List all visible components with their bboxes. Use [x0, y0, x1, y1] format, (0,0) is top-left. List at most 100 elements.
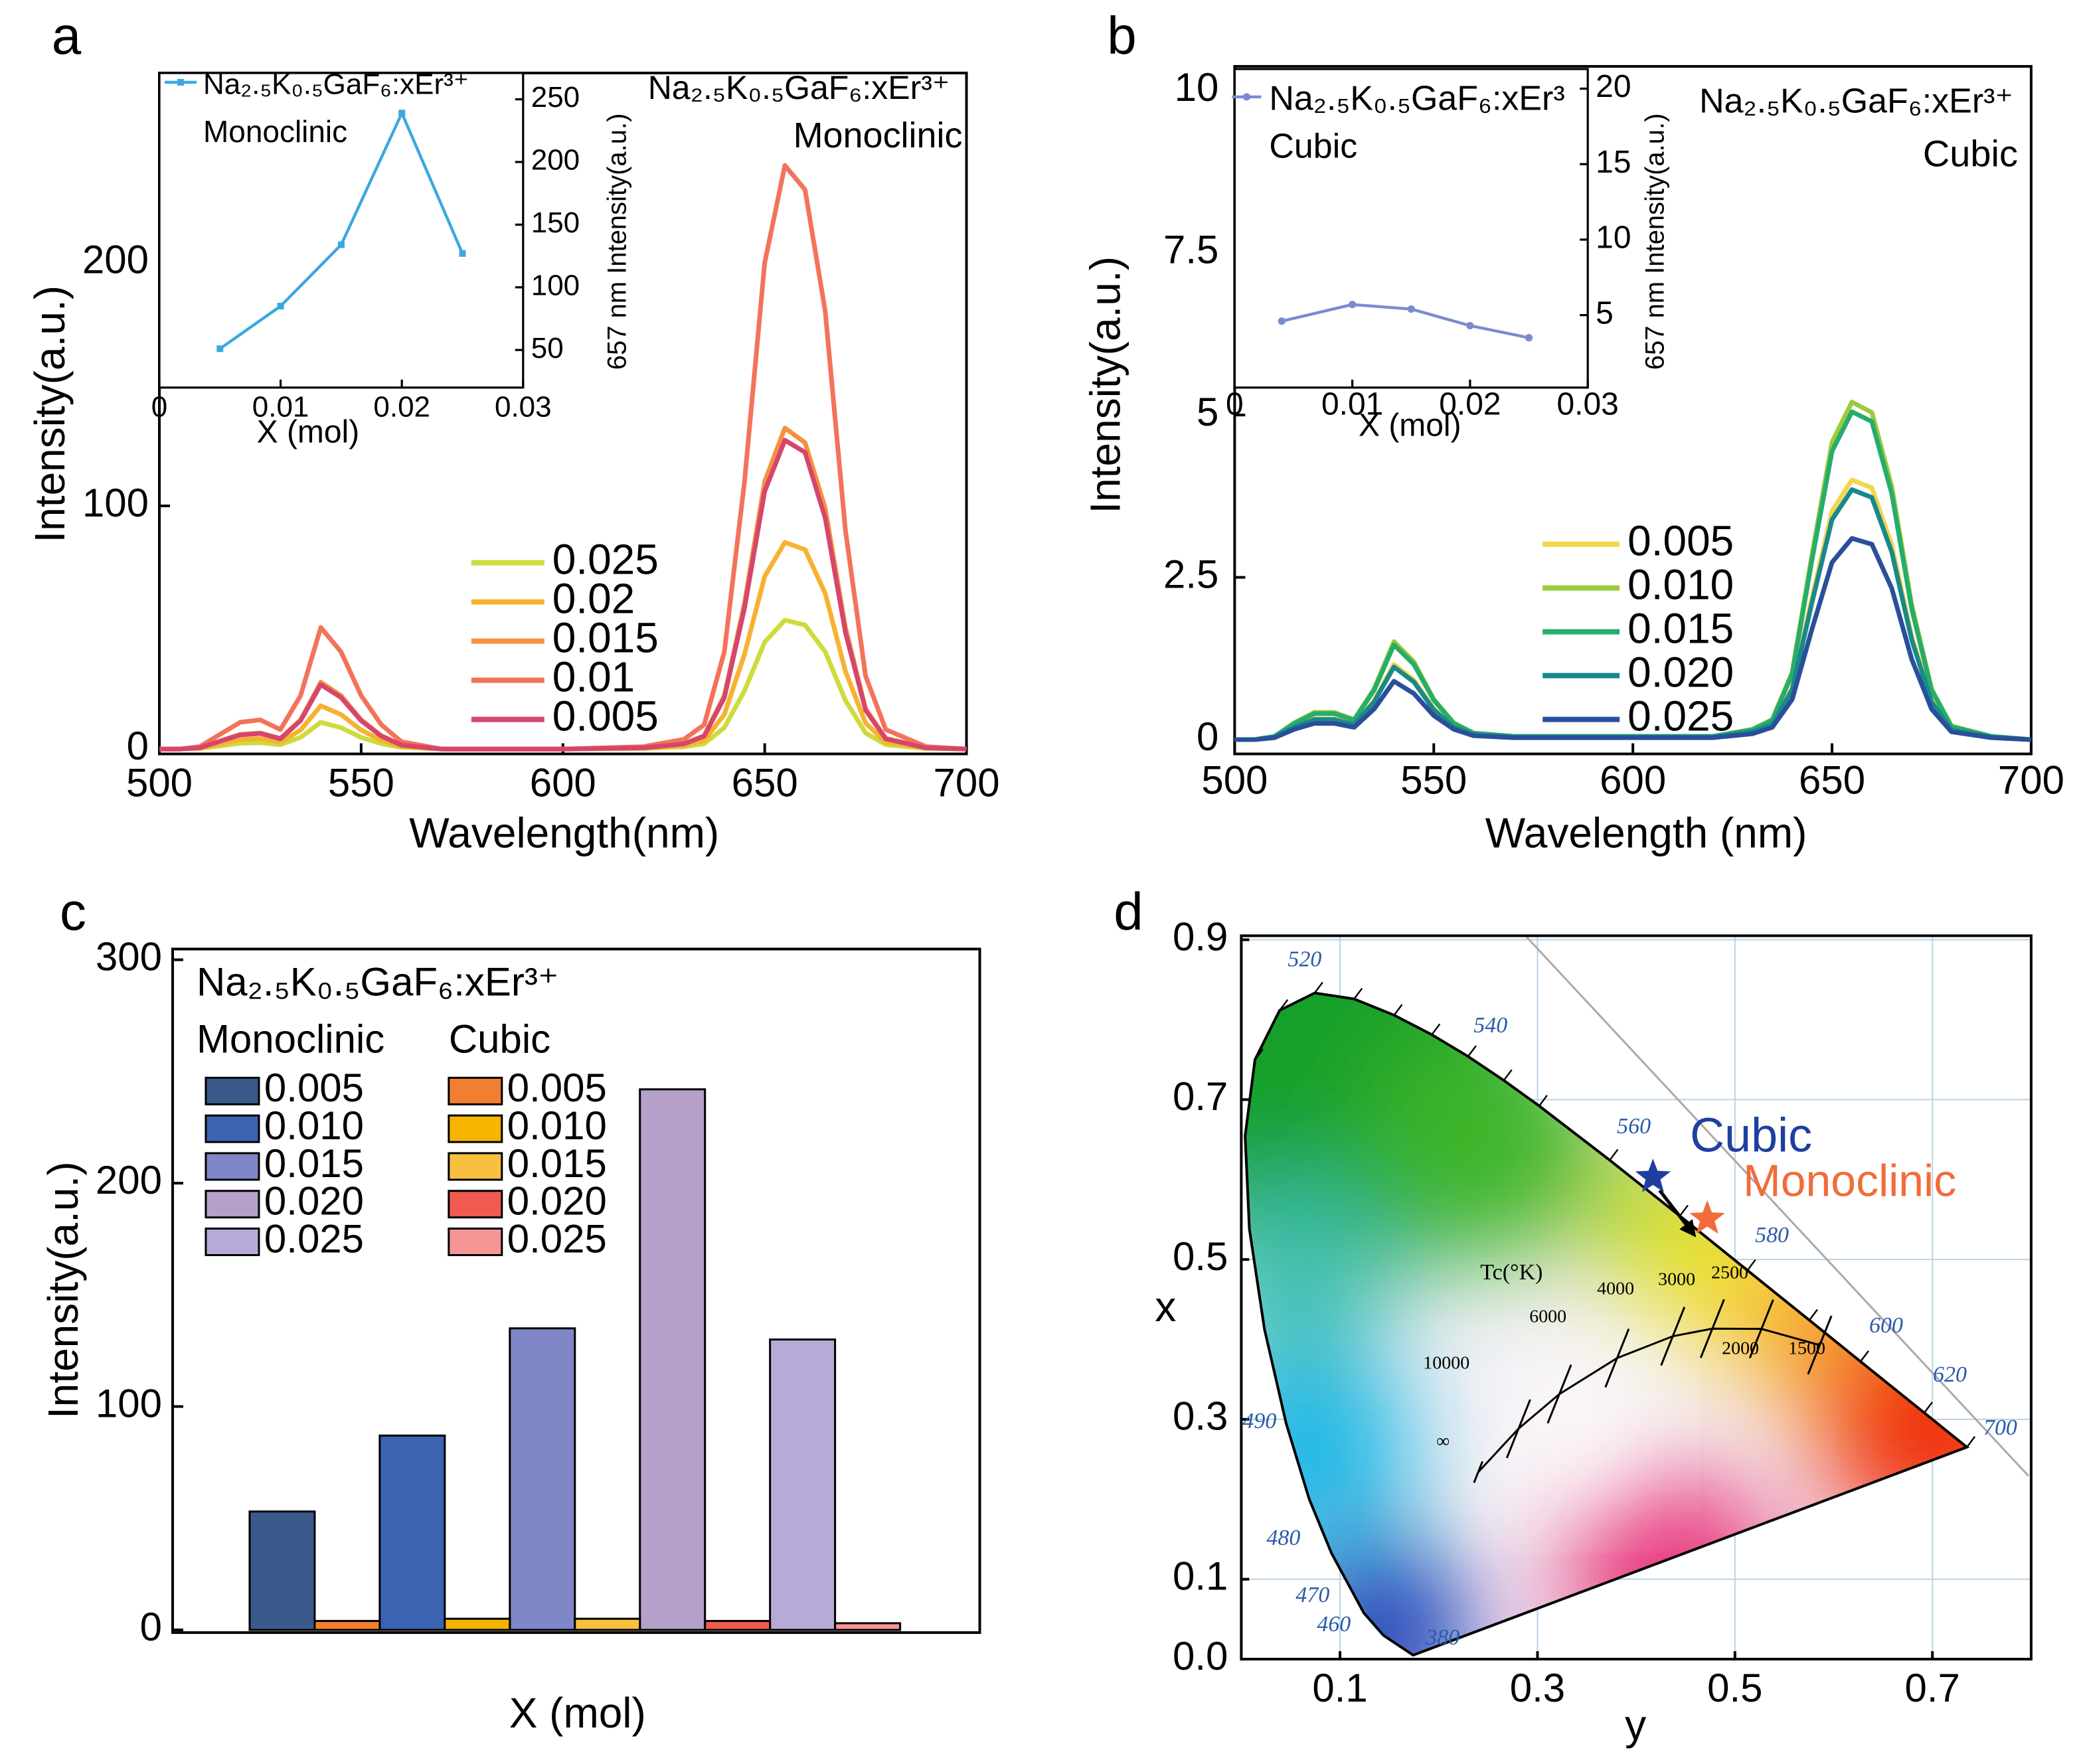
isotherm	[1660, 1307, 1686, 1366]
isotherm	[1473, 1461, 1484, 1483]
annotation: Na₂.₅K₀.₅GaF₆:xEr³⁺	[1699, 82, 2013, 121]
wavelength-label: 540	[1473, 1013, 1507, 1038]
isotherm	[1748, 1299, 1774, 1359]
legend-label: 0.025	[264, 1216, 364, 1261]
shift-arrow	[1658, 1189, 1697, 1238]
x-tick-label: 0.01	[1321, 386, 1383, 422]
diagonal-line	[1526, 936, 2030, 1477]
y-tick-label: 300	[96, 934, 162, 979]
y2-tick-label: 10	[1596, 220, 1631, 256]
cct-label: 6000	[1529, 1307, 1566, 1327]
isotherm	[1505, 1399, 1531, 1459]
panel-label: d	[1114, 882, 1143, 941]
inset-point	[216, 345, 224, 353]
inset-legend-marker	[177, 78, 184, 86]
y-tick-label: 0.9	[1173, 914, 1228, 959]
legend-label: 0.005	[507, 1066, 607, 1110]
legend-heading: Monoclinic	[197, 1016, 384, 1061]
bar	[574, 1617, 641, 1631]
cct-label: ∞	[1436, 1431, 1450, 1452]
locus-tick	[1279, 999, 1289, 1011]
y-axis-label: Intensity(a.u.)	[1081, 256, 1129, 514]
legend-swatch	[205, 1076, 260, 1105]
gamut	[1244, 936, 2030, 1657]
gamut-white	[1520, 1374, 1640, 1494]
x-tick-label: 0.1	[1312, 1666, 1367, 1710]
panel-label: b	[1107, 6, 1136, 65]
legend-label: 0.005	[264, 1066, 364, 1110]
legend-label: 0.01	[552, 653, 635, 701]
y2-tick-label: 200	[531, 144, 580, 177]
x-axis-label: Wavelength(nm)	[409, 809, 719, 856]
y-tick-label: 0	[140, 1605, 162, 1649]
y-axis-label: x	[1155, 1283, 1176, 1330]
bar	[313, 1620, 381, 1631]
wavelength-label: 460	[1317, 1612, 1351, 1637]
gamut-blob	[1245, 1181, 1388, 1368]
legend-label: 0.025	[507, 1216, 607, 1261]
plot-frame	[1233, 68, 1589, 389]
inset-legend-label: Na₂.₅K₀.₅GaF₆:xEr³⁺	[203, 68, 469, 101]
x-axis-label: Wavelength (nm)	[1485, 809, 1807, 856]
legend-label: 0.005	[1627, 517, 1734, 565]
isotherm	[1604, 1328, 1630, 1388]
x-tick-label: 0.03	[1557, 386, 1619, 422]
y-axis-label: Intensity(a.u.)	[26, 285, 74, 543]
x-tick-label: 550	[328, 760, 394, 805]
color-point	[1689, 1200, 1725, 1234]
y2-tick-label: 100	[531, 269, 580, 301]
y-tick-label: 200	[82, 238, 149, 282]
x-axis-label: X (mol)	[509, 1689, 646, 1737]
wavelength-label: 480	[1266, 1526, 1300, 1550]
bar	[639, 1088, 707, 1631]
legend-title: Na₂.₅K₀.₅GaF₆:xEr³⁺	[197, 959, 559, 1004]
y-tick-label: 0.5	[1173, 1234, 1228, 1279]
legend-label: 0.020	[507, 1179, 607, 1224]
legend-label: 0.005	[552, 692, 659, 740]
x-tick-label: 700	[1998, 758, 2064, 802]
locus-tick	[1393, 1004, 1403, 1016]
locus-tick	[1609, 1149, 1619, 1161]
isotherm	[1546, 1364, 1572, 1424]
bar	[834, 1622, 902, 1631]
bar	[444, 1617, 511, 1631]
legend-label: 0.025	[552, 536, 659, 584]
inset-point	[337, 241, 345, 248]
legend-swatch	[448, 1152, 503, 1181]
bar	[509, 1327, 576, 1631]
panel-label: a	[52, 6, 82, 65]
legend-label: 0.020	[264, 1179, 364, 1224]
locus-tick	[1467, 1045, 1477, 1057]
y-tick-label: 200	[96, 1158, 162, 1202]
x-tick-label: 0	[151, 390, 167, 423]
wavelength-label: 520	[1288, 947, 1321, 971]
x-tick-label: 650	[1799, 758, 1865, 802]
cct-label: Tc(°K)	[1480, 1260, 1542, 1285]
legend-swatch	[205, 1228, 260, 1256]
locus-tick	[1966, 1436, 1976, 1448]
plot-frame	[171, 947, 981, 1635]
inset-point	[1407, 305, 1415, 313]
wavelength-label: 380	[1425, 1625, 1459, 1650]
locus-tick	[1923, 1402, 1933, 1413]
inset-legend-label: Na₂.₅K₀.₅GaF₆:xEr³	[1269, 80, 1564, 118]
x-tick-label: 0.3	[1510, 1666, 1565, 1710]
color-point	[1635, 1159, 1671, 1192]
inset-point	[398, 110, 406, 117]
spectrum-line	[1234, 536, 2032, 742]
x-tick-label: 550	[1400, 758, 1467, 802]
locus-tick	[1353, 987, 1363, 1000]
locus-tick	[1254, 1048, 1264, 1060]
isotherm	[1807, 1315, 1833, 1375]
legend-swatch	[448, 1190, 503, 1219]
legend-swatch	[205, 1190, 260, 1219]
inset-annotation: Monoclinic	[203, 114, 347, 149]
inset-point	[1525, 334, 1533, 342]
point-label: Monoclinic	[1743, 1155, 1956, 1206]
locus-tick	[1679, 1204, 1689, 1217]
annotation: Cubic	[1923, 133, 2018, 175]
spectrum-line	[159, 438, 967, 752]
x-tick-label: 500	[1201, 758, 1268, 802]
planckian-locus	[1477, 1327, 1821, 1473]
